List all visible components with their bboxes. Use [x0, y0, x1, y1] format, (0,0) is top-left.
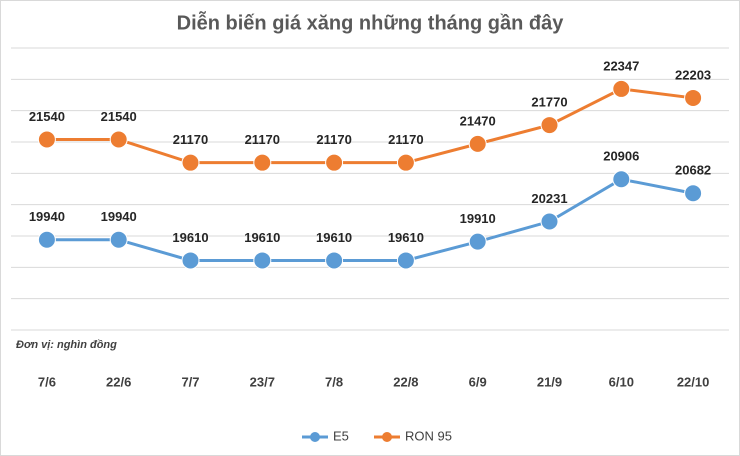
data-label: 19910: [460, 211, 496, 226]
x-tick-label: 21/9: [537, 374, 562, 389]
point: [181, 153, 200, 172]
data-label: 21470: [460, 113, 496, 128]
data-label: 19610: [316, 230, 352, 245]
data-label: 22203: [675, 67, 711, 82]
data-label: 21540: [29, 109, 65, 124]
x-tick-label: 6/10: [609, 374, 634, 389]
point: [468, 134, 487, 153]
data-label: 19610: [172, 230, 208, 245]
point: [109, 230, 128, 249]
data-label: 21540: [101, 109, 137, 124]
point: [684, 184, 703, 203]
x-tick-label: 6/9: [469, 374, 487, 389]
series-line: [46, 177, 694, 262]
point: [181, 251, 200, 270]
point: [540, 212, 559, 231]
legend-marker: [382, 432, 392, 442]
point: [684, 88, 703, 107]
x-tick-label: 22/8: [393, 374, 418, 389]
data-label: 19610: [244, 230, 280, 245]
point: [468, 232, 487, 251]
data-label: 19610: [388, 230, 424, 245]
point: [325, 153, 344, 172]
data-label: 20231: [531, 191, 567, 206]
data-label: 21170: [316, 132, 351, 147]
x-tick-label: 22/10: [677, 374, 710, 389]
data-label: 20682: [675, 163, 711, 178]
x-tick-label: 7/8: [325, 374, 343, 389]
legend-label: RON 95: [405, 428, 452, 443]
point: [253, 251, 272, 270]
point: [612, 79, 631, 98]
point: [396, 251, 415, 270]
data-label: 21170: [173, 132, 208, 147]
point: [396, 153, 415, 172]
data-label: 19940: [101, 209, 137, 224]
data-label: 21170: [245, 132, 280, 147]
chart-title: Diễn biến giá xăng những tháng gần đây: [177, 10, 565, 34]
point: [612, 170, 631, 189]
legend-label: E5: [333, 428, 349, 443]
point: [37, 230, 56, 249]
point: [253, 153, 272, 172]
data-label: 22347: [603, 58, 639, 73]
data-label: 19940: [29, 209, 65, 224]
x-tick-label: 23/7: [250, 374, 275, 389]
x-tick-label: 22/6: [106, 374, 131, 389]
data-label: 21170: [388, 132, 423, 147]
x-tick-label: 7/6: [38, 374, 56, 389]
x-tick-label: 7/7: [181, 374, 199, 389]
data-label: 20906: [603, 149, 639, 164]
point: [109, 130, 128, 149]
point: [540, 116, 559, 135]
point: [37, 130, 56, 149]
series-line: [46, 87, 694, 165]
unit-note: Đơn vị: nghìn đồng: [16, 339, 117, 351]
legend-marker: [310, 432, 320, 442]
point: [325, 251, 344, 270]
data-label: 21770: [531, 95, 567, 110]
